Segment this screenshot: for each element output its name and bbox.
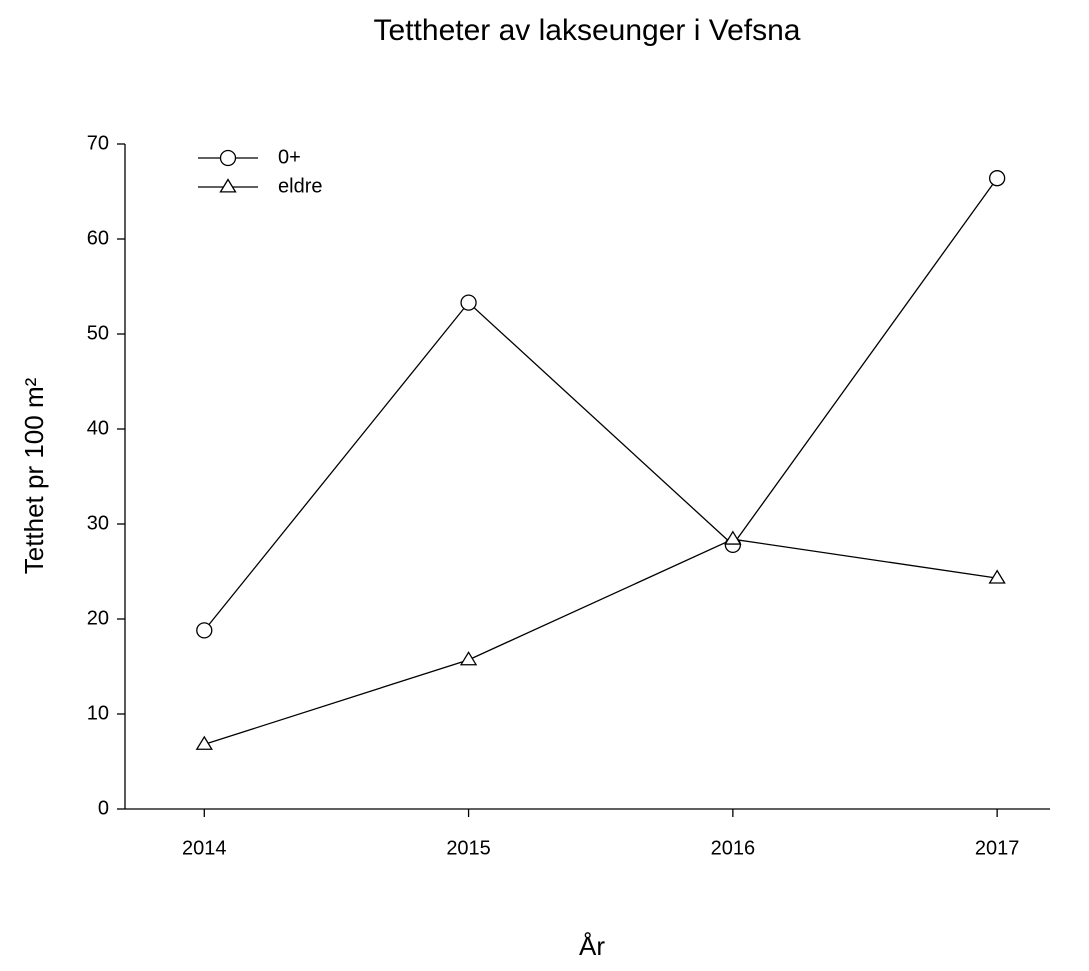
y-tick-label: 50 — [87, 322, 109, 344]
y-tick-label: 60 — [87, 227, 109, 249]
data-point — [196, 622, 213, 639]
y-tick-label: 40 — [87, 417, 109, 439]
x-tick-label: 2017 — [975, 837, 1020, 859]
y-tick-label: 10 — [87, 702, 109, 724]
data-point — [988, 569, 1006, 584]
data-point — [459, 651, 478, 666]
x-tick-label: 2016 — [711, 837, 756, 859]
legend-label: eldre — [278, 175, 322, 197]
legend-marker — [219, 178, 237, 193]
y-tick-label: 30 — [87, 512, 109, 534]
data-point — [988, 170, 1006, 187]
legend-marker — [219, 149, 237, 167]
series-line — [204, 538, 998, 746]
series-line — [203, 177, 998, 631]
legend-label: 0+ — [278, 146, 301, 168]
data-point — [724, 530, 742, 545]
x-tick-label: 2015 — [446, 837, 491, 859]
y-tick-label: 70 — [87, 132, 109, 154]
x-axis-label: År — [579, 931, 605, 961]
chart-title: Tettheter av lakseunger i Vefsna — [374, 14, 801, 47]
y-axis-label: Tetthet pr 100 m² — [19, 377, 49, 574]
data-point — [460, 294, 477, 311]
y-tick-label: 20 — [87, 607, 109, 629]
x-tick-label: 2014 — [182, 837, 227, 859]
y-tick-label: 0 — [98, 797, 109, 819]
data-point — [195, 735, 213, 750]
